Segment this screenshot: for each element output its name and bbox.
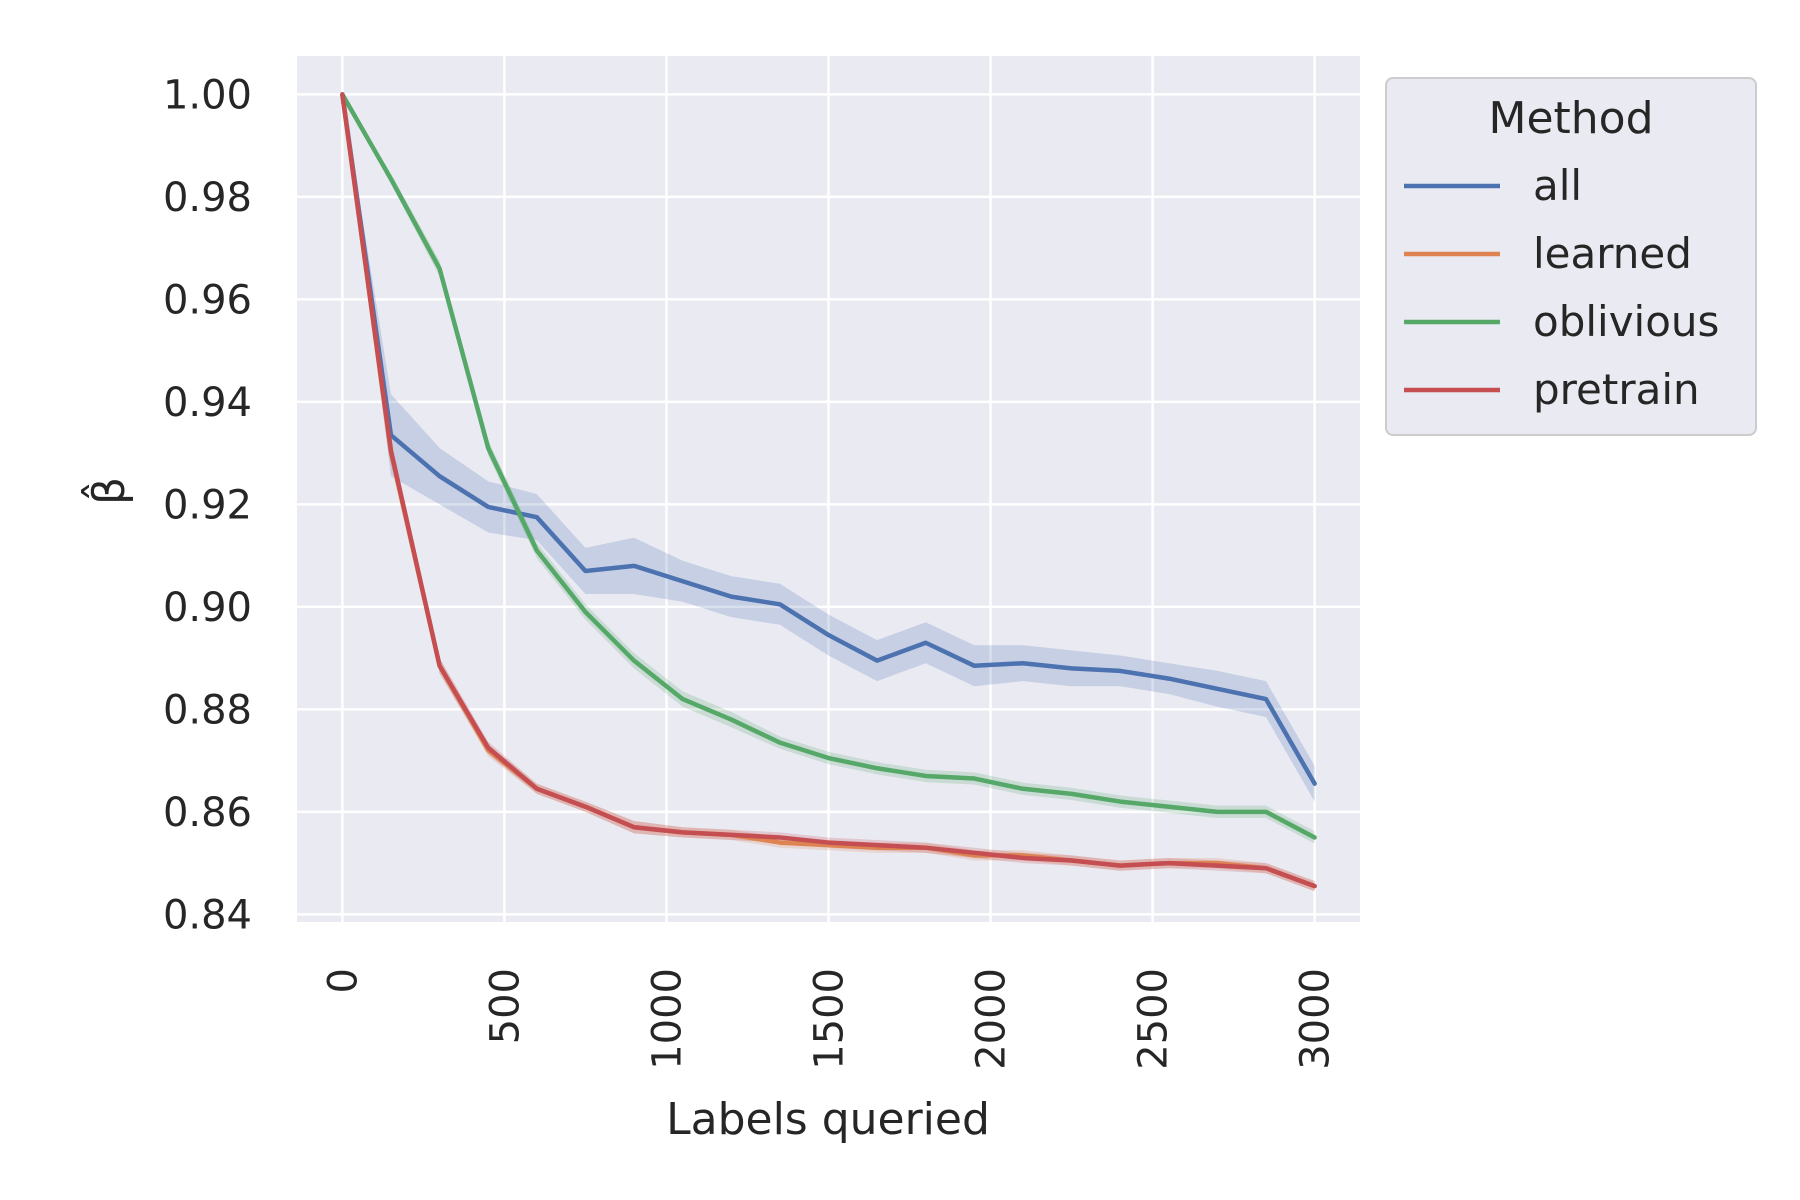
y-axis-label: β̂	[80, 477, 135, 505]
x-tick-label: 2000	[969, 968, 1015, 1070]
legend-title: Method	[1488, 93, 1653, 144]
y-tick-label: 0.84	[163, 892, 252, 938]
y-tick-labels: 0.84 0.86 0.88 0.90 0.92 0.94 0.96 0.98 1.00	[163, 72, 252, 938]
y-tick-label: 0.96	[163, 277, 252, 323]
y-tick-label: 1.00	[163, 72, 252, 118]
x-tick-label: 0	[320, 968, 366, 993]
series-line-pretrain	[340, 92, 1317, 889]
y-tick-label: 0.90	[163, 585, 252, 631]
legend-items: all learned oblivious pretrain	[1404, 161, 1719, 414]
grid	[297, 56, 1360, 922]
legend-label-learned: learned	[1533, 229, 1692, 278]
x-tick-label: 2500	[1131, 968, 1177, 1070]
x-tick-label: 1500	[807, 968, 853, 1070]
series-lines	[340, 92, 1317, 889]
legend-label-pretrain: pretrain	[1533, 365, 1700, 414]
x-tick-label: 3000	[1293, 968, 1339, 1070]
x-tick-label: 1000	[644, 968, 690, 1070]
series-line-all	[340, 92, 1317, 786]
y-tick-label: 0.86	[163, 790, 252, 836]
x-tick-labels: 0 500 1000 1500 2000 2500 3000	[320, 968, 1338, 1070]
y-tick-label: 0.98	[163, 175, 252, 221]
x-tick-label: 500	[482, 968, 528, 1044]
series-line-oblivious	[340, 92, 1317, 840]
x-axis-label: Labels queried	[666, 1094, 990, 1145]
y-tick-label: 0.94	[163, 380, 252, 426]
y-tick-label: 0.88	[163, 687, 252, 733]
legend-label-all: all	[1533, 161, 1582, 210]
legend-box	[1385, 77, 1757, 436]
legend: Method all learned oblivious pretrain	[1385, 77, 1757, 436]
y-tick-label: 0.92	[163, 482, 252, 528]
legend-label-oblivious: oblivious	[1533, 297, 1719, 346]
